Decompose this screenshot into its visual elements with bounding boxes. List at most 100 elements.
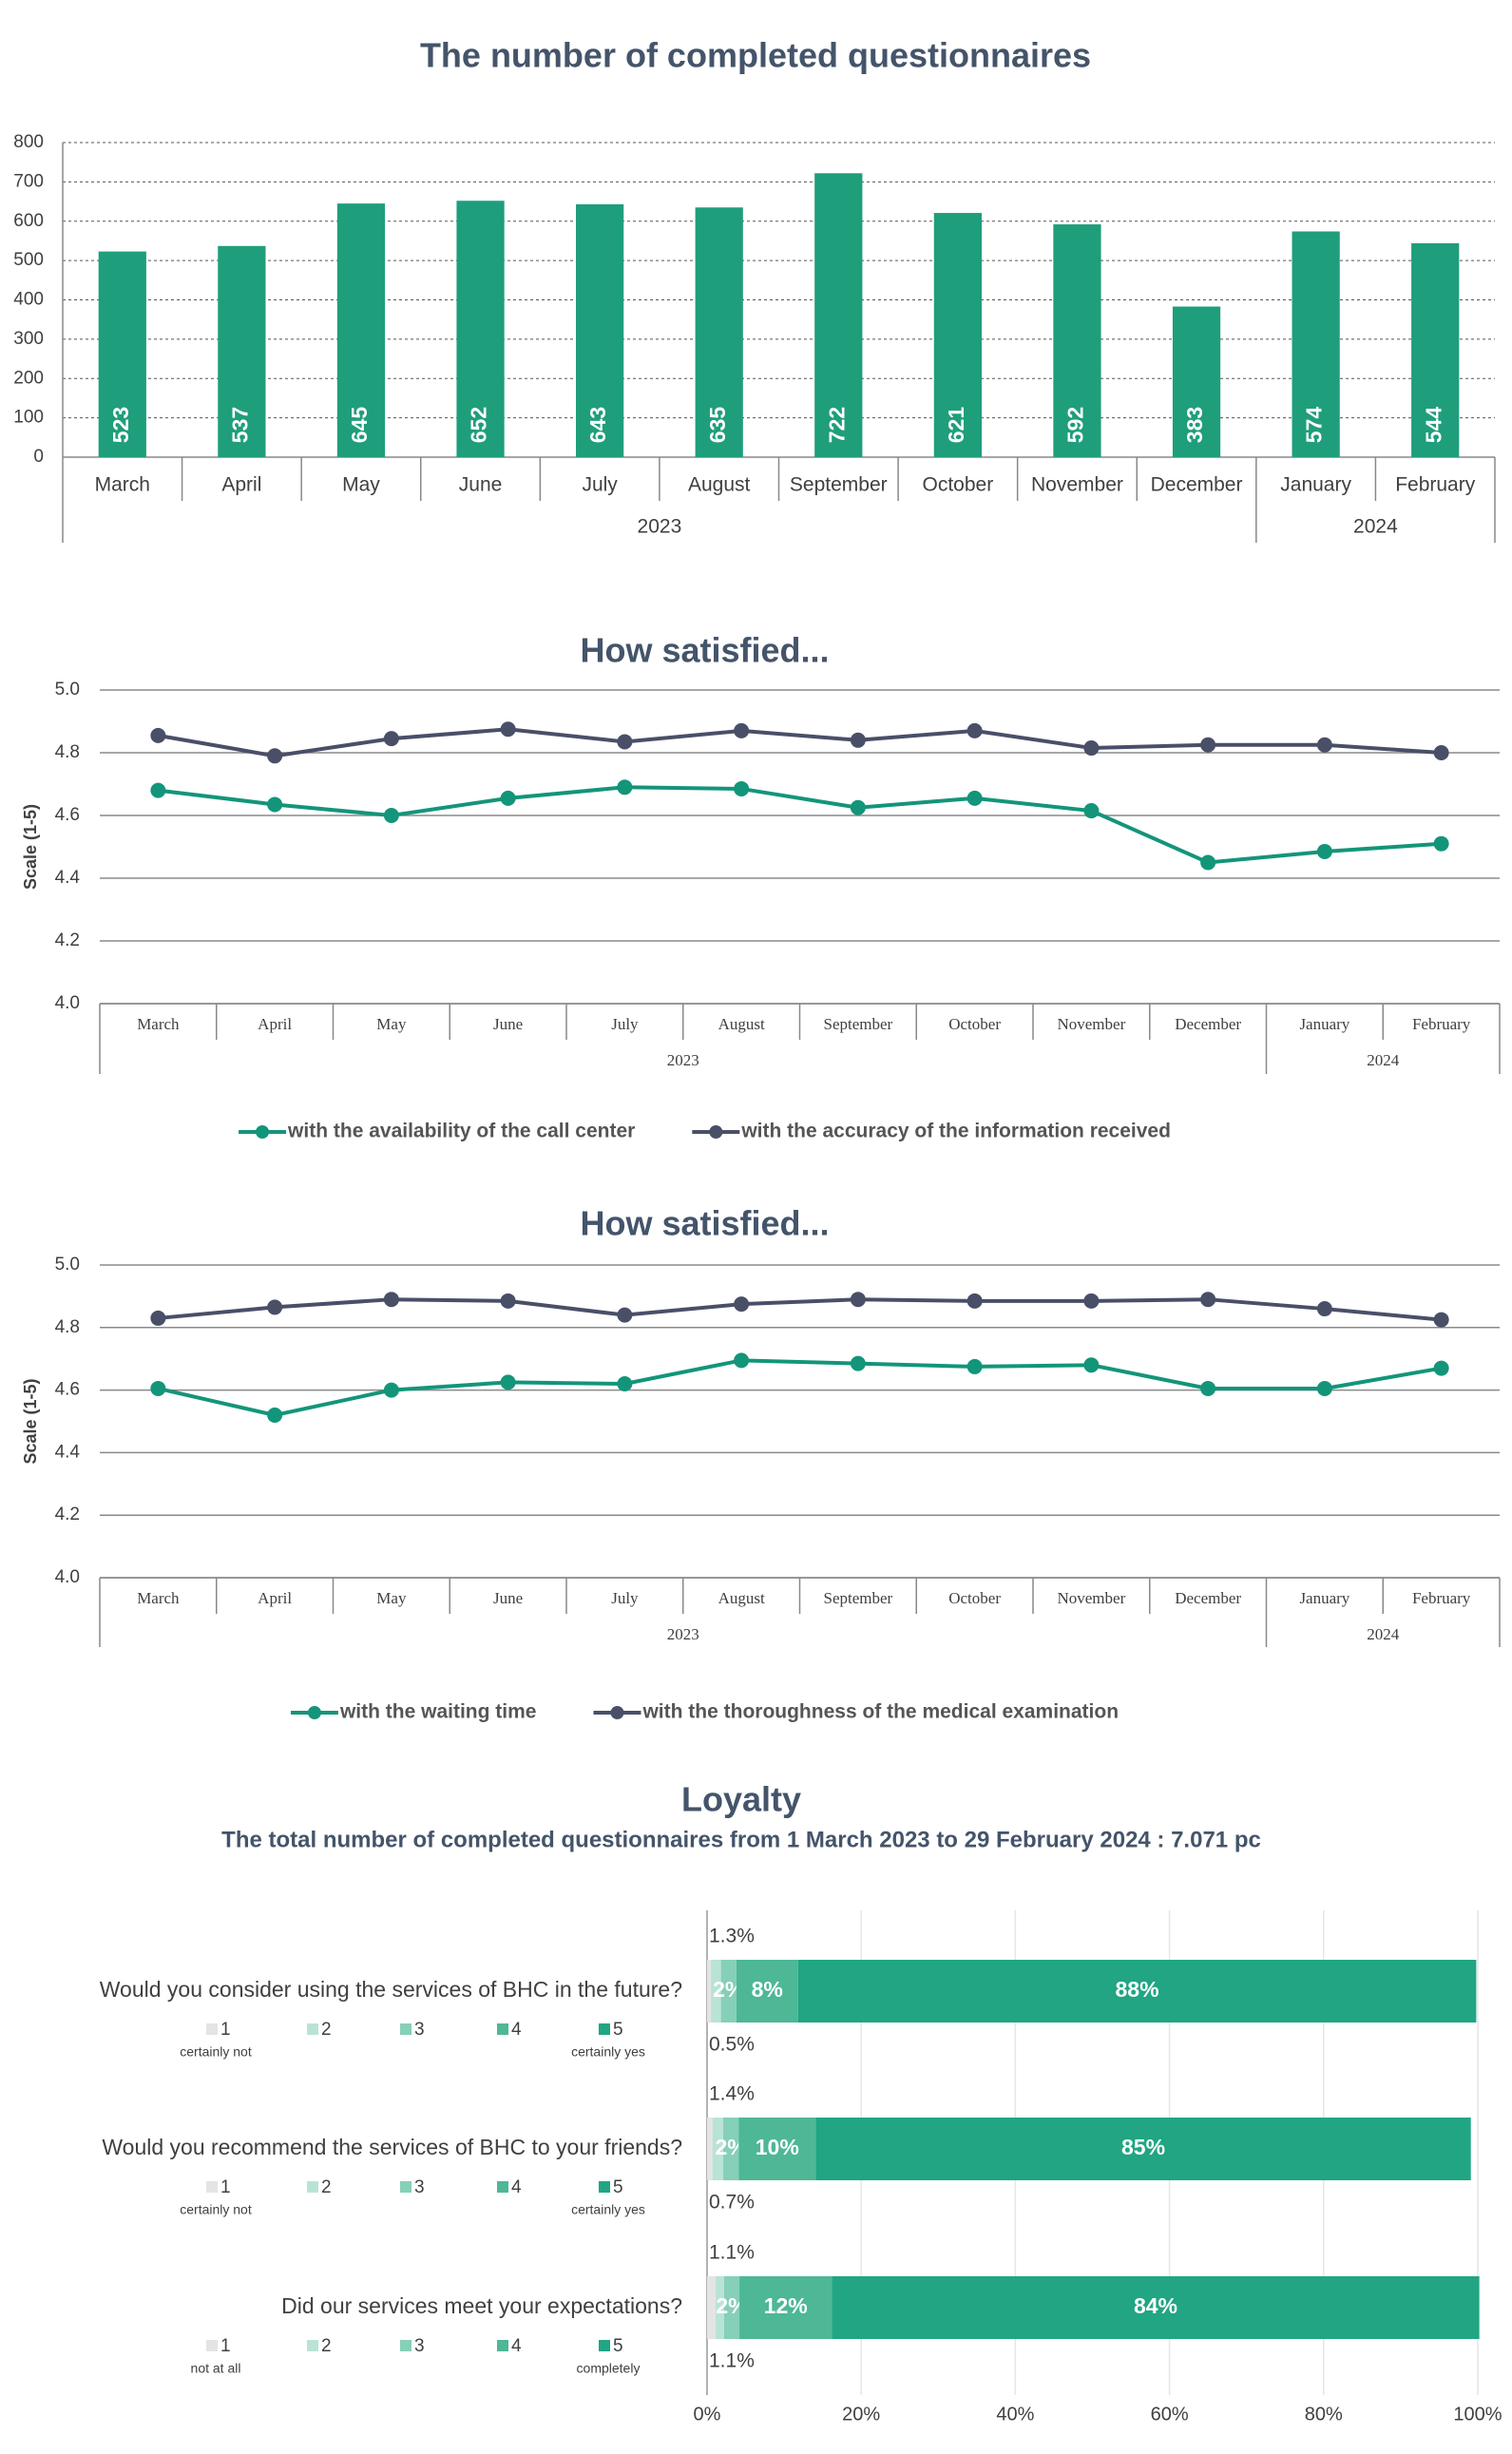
data-point xyxy=(1316,1301,1332,1317)
legend-label: 5 xyxy=(613,2177,623,2197)
data-point xyxy=(734,722,750,738)
group-label: 2024 xyxy=(1367,1051,1400,1069)
data-point xyxy=(1200,737,1216,753)
data-point xyxy=(967,790,983,806)
x-tick-label: December xyxy=(1151,474,1243,496)
x-tick-label: January xyxy=(1299,1015,1349,1033)
question: Did our services meet your expectations? xyxy=(281,2293,682,2318)
value-label: 645 xyxy=(347,407,372,444)
group-label: 2024 xyxy=(1353,516,1398,538)
x-tick-label: 60% xyxy=(1151,2404,1189,2425)
data-point xyxy=(1200,1380,1216,1396)
data-point xyxy=(1200,1292,1216,1308)
bar-segment xyxy=(707,2118,713,2180)
series-line xyxy=(157,1358,1442,1417)
data-point xyxy=(1083,1293,1100,1309)
x-tick-label: October xyxy=(948,1589,1001,1607)
x-tick-label: February xyxy=(1412,1589,1471,1607)
scale-label: certainly not xyxy=(180,2202,252,2217)
value-label: 652 xyxy=(467,407,491,443)
value-label: 12% xyxy=(764,2293,808,2318)
scale-label: certainly yes xyxy=(571,2044,645,2060)
x-tick-label: June xyxy=(493,1015,523,1033)
y-tick-label: 700 xyxy=(13,171,44,191)
data-point xyxy=(850,799,866,815)
data-point xyxy=(500,721,516,738)
legend-label: 2 xyxy=(321,2020,332,2040)
bar xyxy=(218,245,266,457)
y-tick-label: 300 xyxy=(13,329,44,349)
y-tick-label: 4.4 xyxy=(55,1442,81,1462)
x-tick-label: May xyxy=(342,474,380,496)
data-point xyxy=(1433,835,1449,852)
value-label: 88% xyxy=(1116,1977,1159,2002)
x-tick-label: October xyxy=(923,474,994,496)
y-axis-label: Scale (1-5) xyxy=(21,1378,40,1464)
data-point xyxy=(1083,1357,1100,1373)
legend-label: 1 xyxy=(220,2336,231,2356)
scale-label: certainly yes xyxy=(571,2202,645,2217)
value-label: 85% xyxy=(1121,2135,1165,2159)
x-tick-label: April xyxy=(221,474,261,496)
legend-label: 1 xyxy=(220,2177,231,2197)
value-label: 383 xyxy=(1182,407,1207,443)
legend-swatch xyxy=(599,2181,610,2193)
legend-label: with the waiting time xyxy=(339,1701,537,1723)
value-label: 537 xyxy=(227,407,252,443)
y-tick-label: 5.0 xyxy=(55,1255,80,1275)
question: Would you recommend the services of BHC … xyxy=(102,2135,682,2159)
legend-label: 4 xyxy=(511,2020,522,2040)
bar-segment xyxy=(797,1960,1477,2023)
bar-segment xyxy=(723,2276,740,2339)
y-tick-label: 4.8 xyxy=(55,742,80,762)
y-tick-label: 400 xyxy=(13,290,44,310)
data-point xyxy=(150,1380,166,1396)
legend-marker xyxy=(256,1125,270,1139)
value-label: 8% xyxy=(752,1977,783,2002)
data-point xyxy=(967,722,983,738)
data-point xyxy=(1433,745,1449,760)
bar-segment xyxy=(715,2276,724,2339)
legend-marker xyxy=(709,1125,723,1139)
bar-segment xyxy=(738,2118,816,2180)
legend-label: 5 xyxy=(613,2336,623,2356)
y-tick-label: 100 xyxy=(13,408,44,428)
legend-label: 3 xyxy=(414,2336,425,2356)
bar xyxy=(933,213,982,457)
x-tick-label: November xyxy=(1031,474,1123,496)
x-tick-label: 100% xyxy=(1453,2404,1502,2425)
data-point xyxy=(1316,737,1332,753)
x-tick-label: June xyxy=(493,1589,523,1607)
value-label: 621 xyxy=(944,407,968,444)
legend-swatch xyxy=(307,2181,318,2193)
x-tick-label: February xyxy=(1412,1015,1471,1033)
scale-label: certainly not xyxy=(180,2044,252,2060)
legend-label: with the availability of the call center xyxy=(287,1121,635,1142)
value-label: 523 xyxy=(108,407,133,443)
x-tick-label: August xyxy=(718,1015,765,1033)
bar xyxy=(576,203,624,458)
bar-segment xyxy=(720,1960,737,2023)
x-tick-label: September xyxy=(824,1589,893,1607)
data-point xyxy=(1083,803,1100,819)
x-tick-label: August xyxy=(688,474,751,496)
x-tick-label: 40% xyxy=(996,2404,1034,2425)
data-point xyxy=(1433,1312,1449,1328)
bar xyxy=(1411,242,1460,457)
value-label: 0.7% xyxy=(709,2192,755,2214)
data-point xyxy=(1316,1380,1332,1396)
data-point xyxy=(967,1293,983,1309)
legend-label: 2 xyxy=(321,2177,332,2197)
y-tick-label: 5.0 xyxy=(55,680,80,700)
chart-subtitle: The total number of completed questionna… xyxy=(221,1827,1261,1852)
value-label: 1.3% xyxy=(709,1926,755,1947)
data-point xyxy=(734,1296,750,1313)
data-point xyxy=(617,779,633,796)
y-tick-label: 4.2 xyxy=(55,930,80,950)
chart-title: The number of completed questionnaires xyxy=(420,36,1091,75)
x-tick-label: April xyxy=(258,1015,292,1033)
x-tick-label: December xyxy=(1175,1015,1241,1033)
x-tick-label: November xyxy=(1057,1015,1125,1033)
bar-segment xyxy=(832,2276,1480,2339)
x-tick-label: July xyxy=(611,1589,639,1607)
